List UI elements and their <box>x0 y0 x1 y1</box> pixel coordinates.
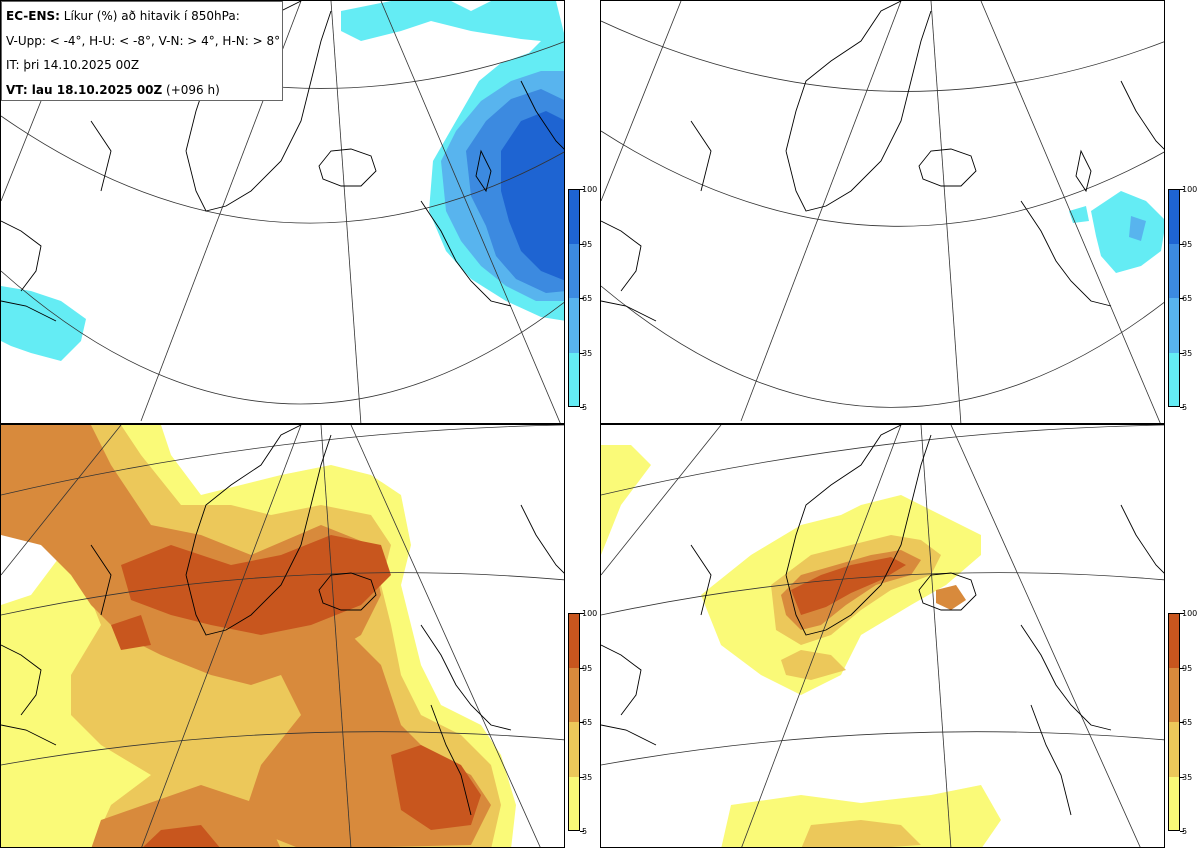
colorbar-tick-label: 100 <box>1182 185 1198 194</box>
valid-time: VT: lau 18.10.2025 00Z <box>6 82 163 97</box>
colorbar-tick <box>580 722 584 723</box>
map-canvas <box>1 1 564 423</box>
init-time: IT: þri 14.10.2025 00Z <box>6 58 140 72</box>
colorbar-tick <box>580 776 584 778</box>
colorbar-tick-label: 100 <box>1182 609 1198 618</box>
map-panel-cold-minus4: EC-ENS: Líkur (%) að hitavik í 850hPa: V… <box>0 0 565 424</box>
colorbar-tick <box>1180 298 1184 299</box>
colorbar-frame <box>568 613 580 831</box>
probability-field <box>1 1 564 361</box>
map-canvas <box>1 425 564 847</box>
graticule <box>601 1 1164 423</box>
colorbar-tick-label: 35 <box>582 772 593 782</box>
coastlines <box>601 425 1164 816</box>
colorbar-tick <box>580 667 584 669</box>
colorbar-tick-label: 100 <box>582 185 598 194</box>
colorbar-tick <box>580 189 584 190</box>
colorbar-tick <box>580 352 584 354</box>
colorbar-tick <box>580 407 584 408</box>
info-box: EC-ENS: Líkur (%) að hitavik í 850hPa: V… <box>1 1 283 101</box>
map-title: Líkur (%) að hitavik í 850hPa: <box>59 9 240 23</box>
colorbar-tick-label: 95 <box>1182 663 1193 673</box>
colorbar-tick-label: 95 <box>582 663 593 673</box>
probability-field <box>1069 191 1164 273</box>
colorbar-tick-label: 65 <box>582 718 593 727</box>
map-canvas <box>601 1 1164 423</box>
map-canvas <box>601 425 1164 847</box>
colorbar-tick-label: 35 <box>582 348 593 358</box>
colorbar-tick <box>580 613 584 614</box>
colorbar-tick-label: 95 <box>582 239 593 249</box>
colorbar-tick <box>580 298 584 299</box>
colorbar-tick <box>1180 407 1184 408</box>
colorbar-tick <box>1180 667 1184 669</box>
colorbar-tick <box>1180 722 1184 723</box>
colorbar-frame <box>568 189 580 407</box>
graticule <box>601 425 1164 847</box>
colorbar-tick-label: 65 <box>582 294 593 303</box>
colorbar-tick-label: 5 <box>1182 827 1188 836</box>
colorbar-blue-top-right: 100 95 65 35 5 <box>1168 185 1200 412</box>
probability-field <box>1 425 516 847</box>
lead-time: (+096 h) <box>162 82 220 97</box>
colorbar-frame <box>1168 613 1180 831</box>
class-definitions: V-Upp: < -4°, H-U: < -8°, V-N: > 4°, H-N… <box>6 33 281 48</box>
graticule <box>1 1 564 423</box>
colorbar-tick-label: 5 <box>1182 403 1188 412</box>
colorbar-tick-label: 5 <box>582 403 588 412</box>
colorbar-tick <box>1180 352 1184 354</box>
colorbar-tick-label: 35 <box>1182 348 1193 358</box>
colorbar-tick-label: 5 <box>582 827 588 836</box>
colorbar-tick <box>1180 776 1184 778</box>
colorbar-tick <box>1180 189 1184 190</box>
colorbar-tick-label: 65 <box>1182 718 1193 727</box>
map-panel-cold-minus8 <box>600 0 1165 424</box>
colorbar-tick-label: 100 <box>582 609 598 618</box>
colorbar-blue-top-left: 100 95 65 35 5 <box>568 185 600 412</box>
map-panel-warm-plus4 <box>0 424 565 848</box>
colorbar-tick <box>580 831 584 832</box>
probability-field <box>601 445 1001 847</box>
coastlines <box>1 425 564 816</box>
colorbar-frame <box>1168 189 1180 407</box>
colorbar-orange-bottom-right: 100 95 65 35 5 <box>1168 609 1200 836</box>
colorbar-tick-label: 35 <box>1182 772 1193 782</box>
colorbar-tick <box>1180 613 1184 614</box>
coastlines <box>601 1 1164 322</box>
graticule <box>1 425 564 847</box>
colorbar-tick <box>1180 243 1184 245</box>
colorbar-tick <box>580 243 584 245</box>
colorbar-tick <box>1180 831 1184 832</box>
model-label: EC-ENS: <box>6 9 60 23</box>
map-panel-warm-plus8 <box>600 424 1165 848</box>
colorbar-orange-bottom-left: 100 95 65 35 5 <box>568 609 600 836</box>
colorbar-tick-label: 65 <box>1182 294 1193 303</box>
colorbar-tick-label: 95 <box>1182 239 1193 249</box>
